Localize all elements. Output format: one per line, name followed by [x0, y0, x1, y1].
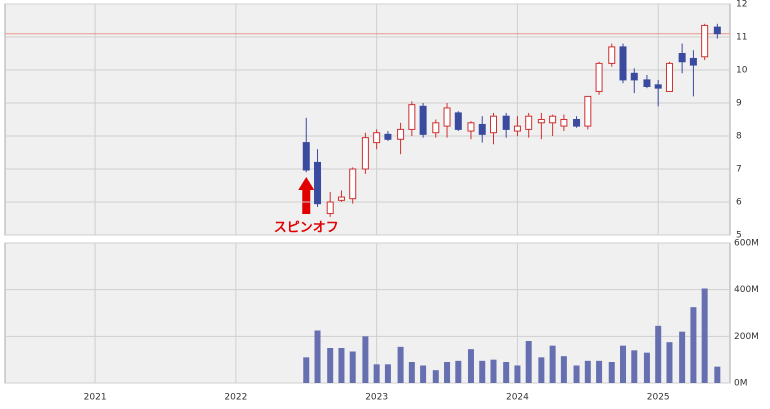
volume-bar — [338, 348, 345, 383]
candle-body — [408, 104, 416, 130]
candle-body — [443, 107, 451, 127]
candle-body — [689, 57, 697, 66]
volume-bar — [314, 330, 321, 383]
candle-body — [432, 122, 440, 134]
annotation-arrow — [298, 177, 315, 214]
volume-bar — [432, 370, 439, 383]
volume-bar — [573, 365, 580, 383]
candle-body — [326, 201, 334, 215]
candle-body — [373, 132, 381, 144]
y-tick-label: 7 — [736, 165, 742, 175]
candle-body — [337, 196, 345, 201]
volume-bar — [503, 362, 510, 383]
volume-bar — [631, 350, 638, 383]
candle-body — [513, 125, 521, 132]
candle-body — [384, 133, 392, 140]
volume-bar — [384, 364, 391, 383]
volume-bar — [560, 356, 567, 383]
y-tick-label: 12 — [736, 0, 747, 10]
volume-bar — [514, 365, 521, 383]
volume-bar — [608, 362, 615, 383]
candle-body — [608, 46, 616, 64]
volume-bar — [701, 288, 708, 383]
y2-tick-label: 400M — [734, 285, 759, 295]
candle-body — [314, 161, 322, 205]
x-tick-label: 2025 — [647, 393, 670, 403]
volume-bar — [479, 360, 486, 383]
volume-bar — [362, 336, 369, 383]
volume-bar — [327, 348, 334, 383]
volume-bar — [420, 365, 427, 383]
volume-bar — [455, 360, 462, 383]
candle-body — [478, 123, 486, 135]
candle-body — [595, 62, 603, 92]
candle-body — [397, 128, 405, 140]
y2-tick-label: 600M — [734, 239, 759, 249]
volume-bar — [679, 331, 686, 383]
candle-body — [525, 115, 533, 130]
volume-bar — [538, 357, 545, 383]
volume-bar — [303, 357, 310, 383]
x-tick-label: 2024 — [506, 393, 529, 403]
volume-bar — [525, 341, 532, 383]
candle-body — [713, 26, 721, 35]
x-tick-label: 2021 — [84, 393, 107, 403]
volume-bar — [408, 362, 415, 383]
volume-bar — [490, 359, 497, 383]
candle-body — [630, 72, 638, 81]
y-tick-label: 5 — [736, 231, 742, 241]
candle-body — [537, 119, 545, 124]
candle-body — [584, 95, 592, 127]
y-tick-label: 8 — [736, 132, 742, 142]
x-tick-label: 2022 — [224, 393, 247, 403]
volume-bar — [349, 351, 356, 383]
candle-body — [643, 79, 651, 88]
y-tick-label: 9 — [736, 99, 742, 109]
candle-body — [489, 115, 497, 134]
candle-body — [502, 115, 510, 130]
candle-body — [573, 119, 581, 127]
y2-tick-label: 0M — [734, 379, 748, 389]
y2-tick-label: 200M — [734, 332, 759, 342]
candle-body — [619, 46, 627, 81]
volume-bar — [596, 360, 603, 383]
candle-body — [302, 142, 310, 171]
y-tick-label: 10 — [736, 66, 748, 76]
candle-body — [349, 168, 357, 200]
y-tick-label: 11 — [736, 33, 747, 43]
candle-body — [361, 137, 369, 170]
y-tick-label: 6 — [736, 198, 742, 208]
candle-body — [467, 122, 475, 132]
volume-bar — [620, 345, 627, 383]
candle-body — [701, 24, 709, 58]
volume-bar — [690, 307, 697, 383]
candle-body — [419, 105, 427, 135]
volume-bar — [584, 360, 591, 383]
volume-bar — [643, 352, 650, 383]
candle-body — [560, 119, 568, 127]
candle-body — [654, 84, 662, 89]
candle-body — [665, 62, 673, 92]
volume-bar — [655, 325, 662, 383]
volume-bar — [444, 362, 451, 383]
candle-body — [678, 53, 686, 63]
volume-bar — [467, 349, 474, 383]
volume-bar — [549, 345, 556, 383]
volume-bar — [666, 342, 673, 383]
x-tick-label: 2023 — [365, 393, 388, 403]
annotation-arrow-shape — [298, 177, 315, 214]
volume-bar — [397, 346, 404, 383]
candle-body — [549, 115, 557, 124]
annotation-text: スピンオフ — [274, 221, 339, 236]
price-panel — [4, 3, 731, 236]
volume-bar — [714, 366, 721, 383]
candle-body — [454, 112, 462, 130]
volume-bar — [373, 364, 380, 383]
